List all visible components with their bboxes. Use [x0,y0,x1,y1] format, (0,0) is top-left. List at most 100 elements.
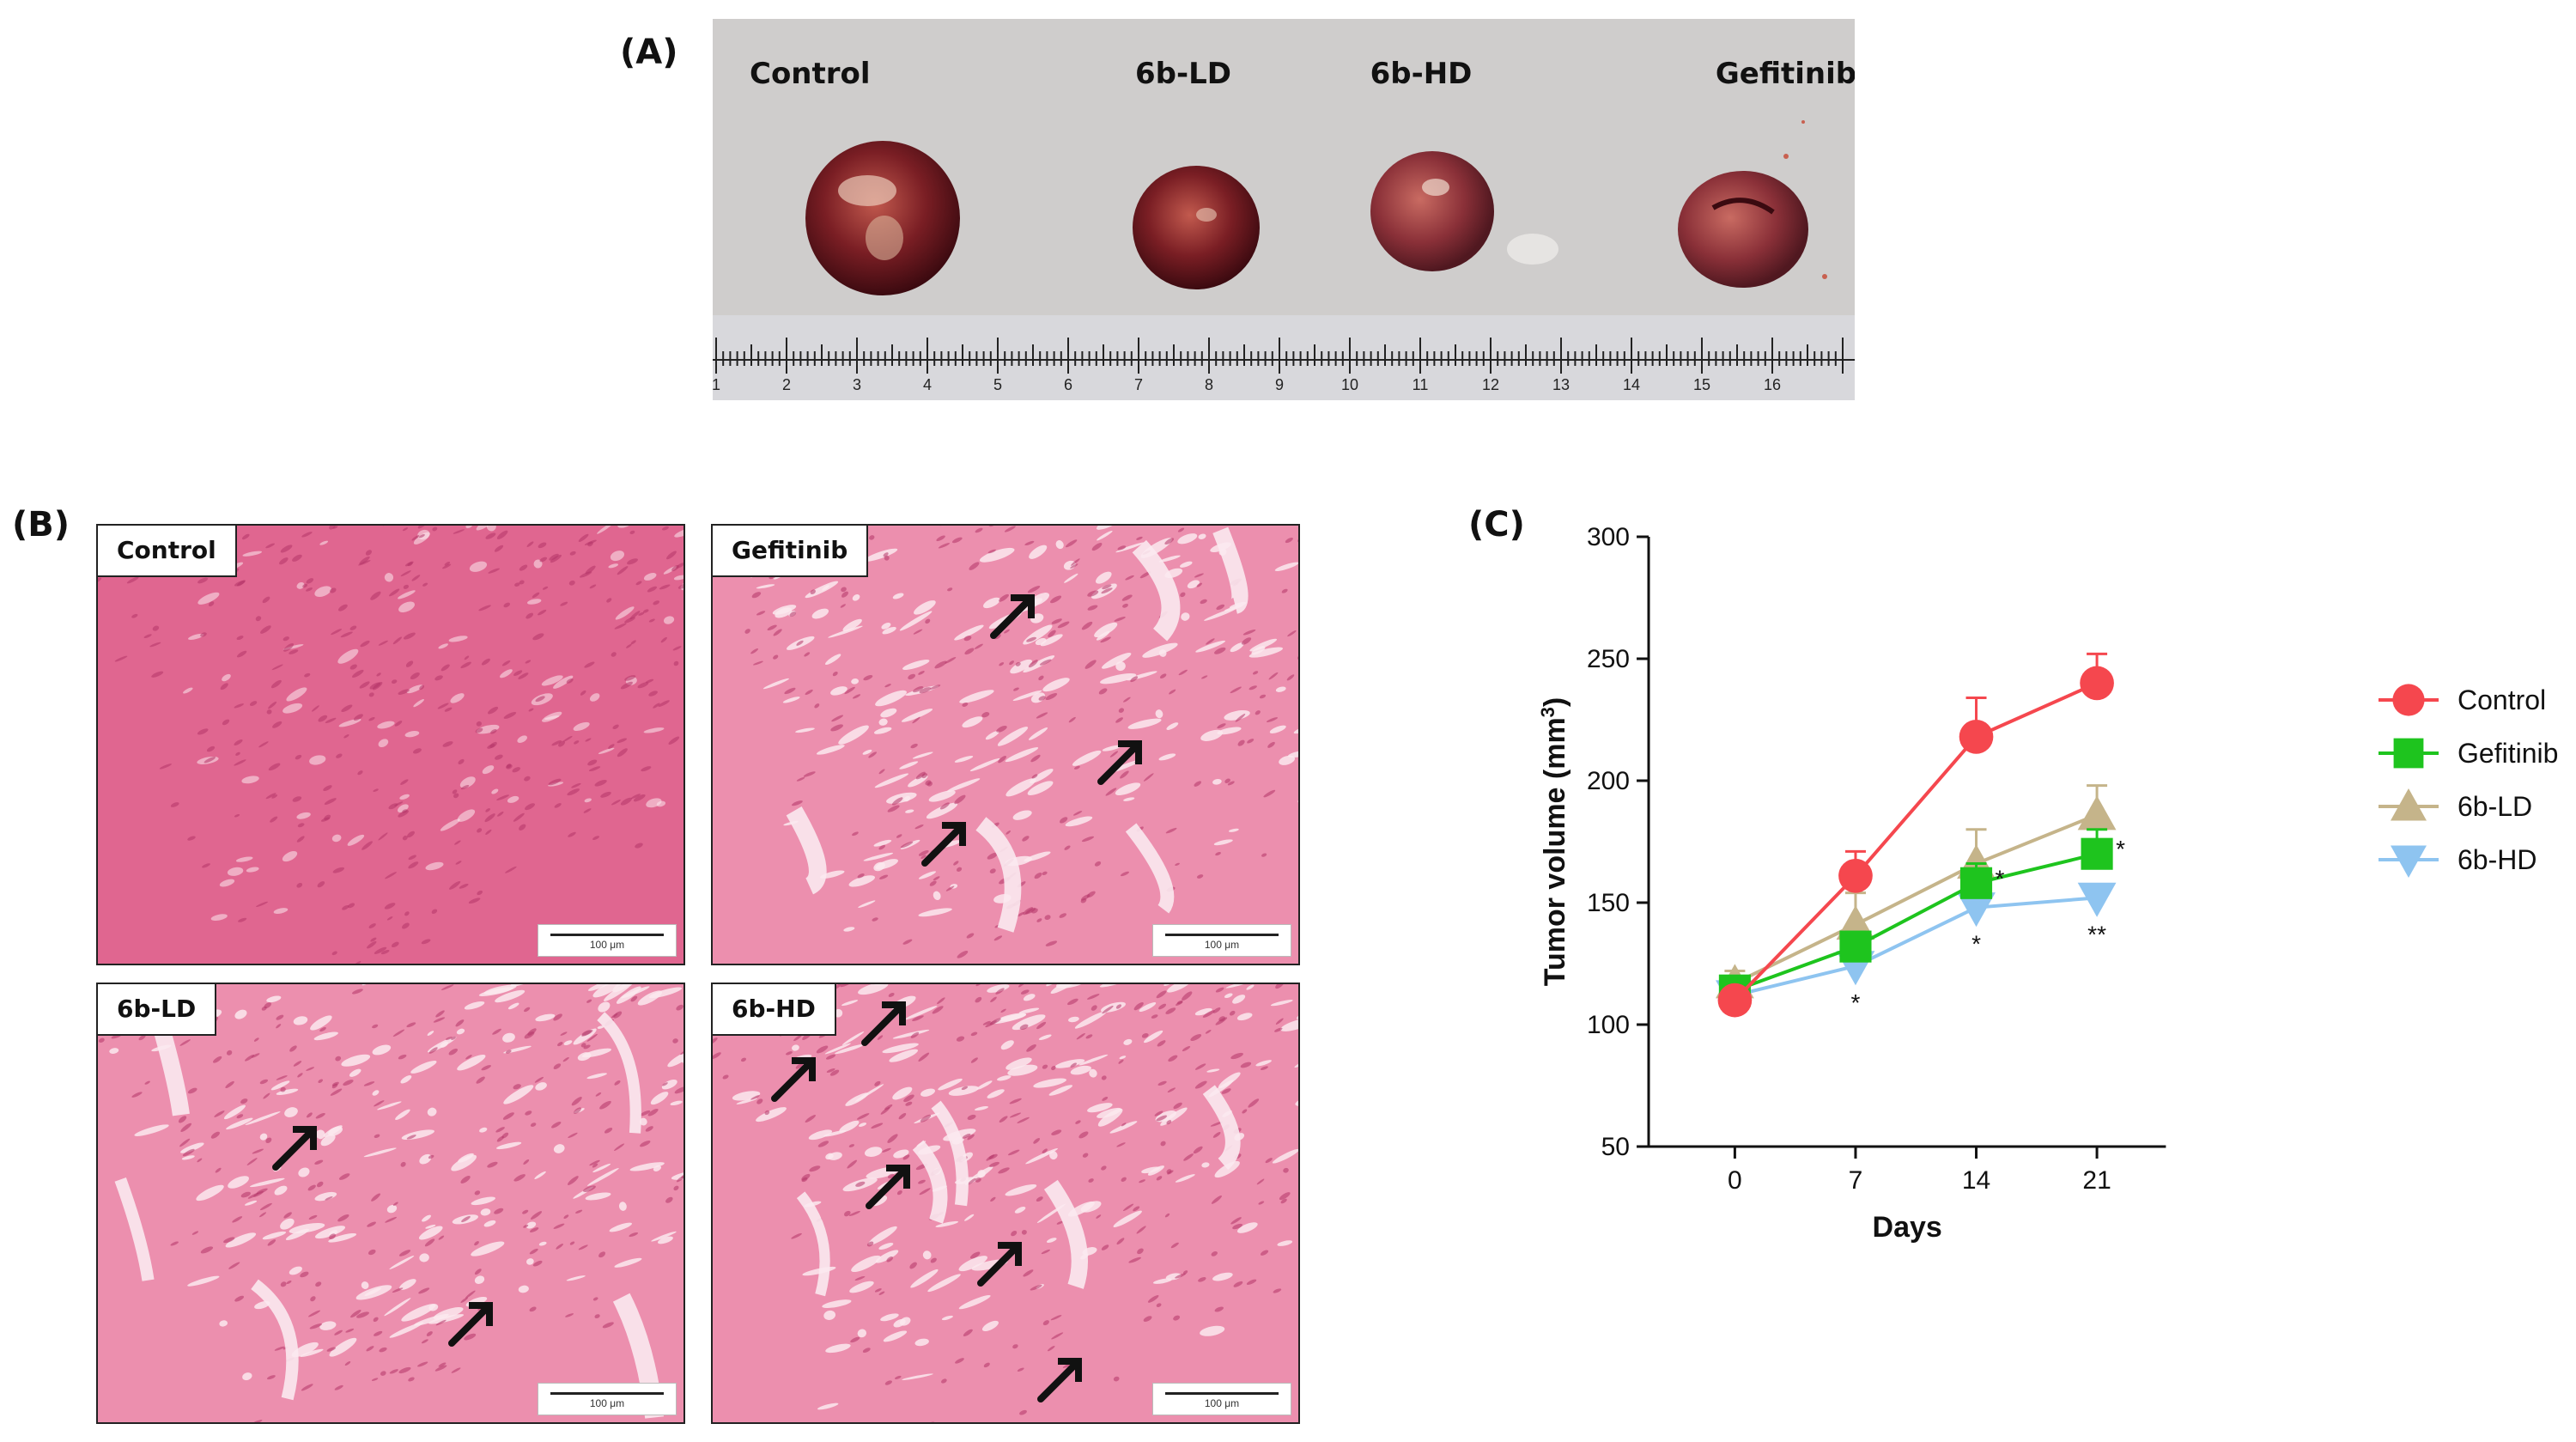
cell-nucleus [503,602,510,608]
cell-nucleus [915,771,926,780]
cell-nucleus [330,587,337,593]
cell-nucleus [460,1176,471,1183]
tissue-space [979,547,1015,563]
cell-nucleus [1087,590,1099,597]
cell-nucleus [210,1131,220,1139]
cell-nucleus [1217,723,1226,729]
tissue-space [880,1313,899,1322]
tissue-space [905,809,914,813]
tissue-space [643,572,657,581]
cell-nucleus [266,1375,276,1380]
tissue-space [811,608,829,619]
arrow-icon [1097,740,1142,785]
tissue-space [589,693,600,702]
cell-nucleus [359,681,370,689]
cell-nucleus [1023,1269,1034,1277]
tissue-space [1236,1013,1253,1021]
cell-nucleus [501,660,511,666]
cell-nucleus [1267,741,1275,748]
cell-nucleus [144,1080,150,1085]
cell-nucleus [816,1045,829,1054]
cell-nucleus [391,679,398,684]
cell-nucleus [228,1262,240,1269]
tissue-space [1198,533,1206,539]
tissue-space [188,633,204,640]
cell-nucleus [878,1291,885,1295]
tissue-space [328,1232,357,1243]
cell-nucleus [938,543,951,549]
cell-nucleus [830,724,843,732]
tissue-space [597,1025,605,1029]
cell-nucleus [1249,685,1257,691]
cell-nucleus [1094,861,1102,867]
cell-nucleus [1109,751,1119,758]
cell-nucleus [295,754,302,760]
tissue-space [310,1015,332,1031]
tissue-space [959,690,994,703]
cell-nucleus [905,1101,913,1106]
tissue-space [875,859,899,870]
tissue-space [1028,727,1048,740]
cell-nucleus [560,1031,568,1036]
cell-nucleus [421,1339,428,1344]
cell-nucleus [265,793,276,800]
arrow-icon [977,1242,1022,1287]
cell-nucleus [817,1141,829,1147]
cell-nucleus [525,803,535,811]
cell-nucleus [296,836,305,843]
cell-nucleus [1137,1248,1144,1255]
tissue-space [566,1275,586,1281]
tissue-space [372,1090,380,1096]
cell-nucleus [963,1329,973,1336]
cell-nucleus [713,1037,718,1045]
tissue-gap [786,806,827,895]
tissue-space [997,727,1029,746]
cell-nucleus [502,1112,514,1120]
cell-nucleus [400,1161,406,1167]
tissue-space [280,1218,295,1230]
cell-nucleus [1085,1034,1093,1039]
tissue-space [1269,725,1286,733]
tissue-space [1054,1059,1085,1068]
cell-nucleus [315,1281,322,1287]
x-tick-label: 0 [1728,1166,1742,1195]
cell-nucleus [553,1013,562,1021]
tissue-space [319,540,329,545]
cell-nucleus [1285,537,1293,544]
tissue-space [587,984,616,991]
cell-nucleus [1160,1141,1166,1147]
cell-nucleus [1164,538,1175,545]
tissue-space [1099,672,1137,684]
ruler-number: 1 [713,376,720,393]
cell-nucleus [647,586,658,593]
tissue-space [1023,994,1036,1001]
cell-nucleus [408,855,416,861]
cell-nucleus [143,634,152,639]
tissue-space [526,1221,537,1229]
cell-nucleus [525,1110,532,1116]
cell-nucleus [337,1214,349,1222]
cell-nucleus [998,1167,1010,1174]
cell-nucleus [460,785,470,790]
tissue-space [228,1176,249,1189]
cell-nucleus [1031,908,1038,914]
tissue-space [398,590,416,599]
cell-nucleus [151,671,164,678]
cell-nucleus [262,596,270,604]
tissue-space [331,834,342,843]
cell-nucleus [525,660,532,664]
cell-nucleus [1158,1003,1167,1010]
cell-nucleus [580,571,592,578]
cell-nucleus [1051,618,1062,624]
tissue-space [1096,571,1112,584]
cell-nucleus [271,664,283,671]
tissue-space [338,718,361,727]
tissue-space [825,1153,834,1160]
tissue-space [874,773,909,788]
cell-nucleus [1202,1010,1215,1018]
cell-nucleus [878,769,885,775]
series-control [1717,652,2114,1018]
tissue-space [474,1275,485,1284]
cell-nucleus [215,1167,222,1173]
tissue-space [1023,655,1055,673]
